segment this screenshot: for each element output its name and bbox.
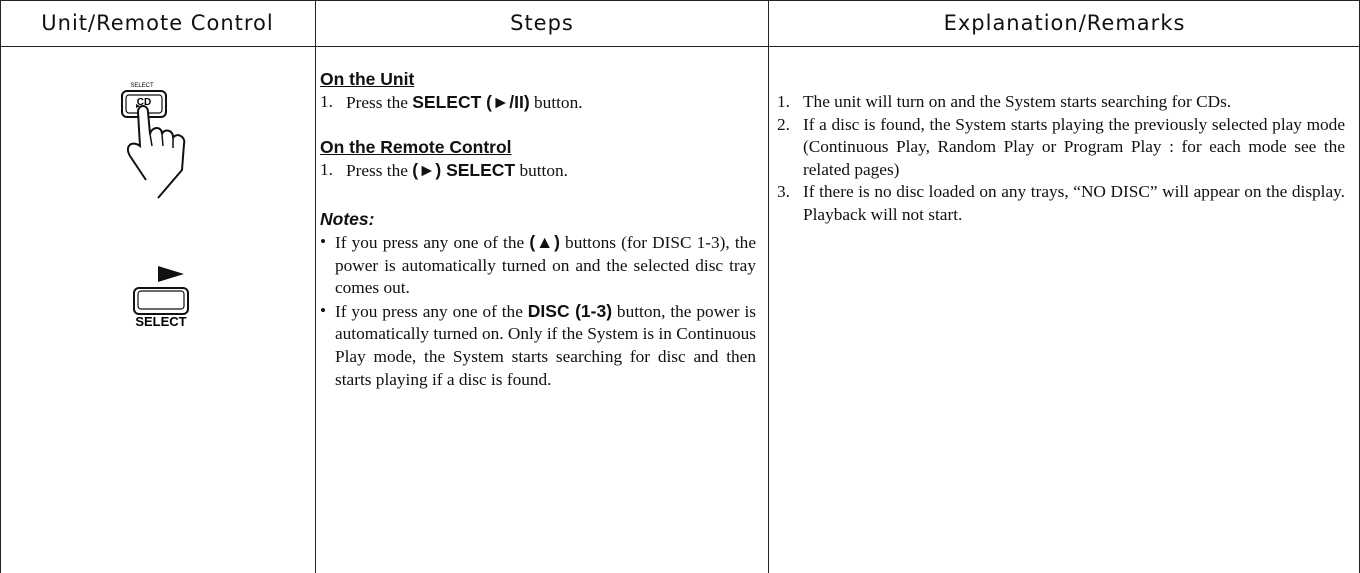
column-header: Unit/Remote Control bbox=[41, 11, 274, 35]
text: button. bbox=[529, 92, 583, 112]
button-name: DISC (1-3) bbox=[527, 300, 613, 321]
column-header: Steps bbox=[510, 11, 574, 35]
text: Press the bbox=[346, 160, 413, 180]
text: button, the power is automatically turne… bbox=[335, 301, 756, 389]
column-divider bbox=[768, 0, 769, 573]
notes-heading: Notes: bbox=[320, 209, 375, 230]
remark-text: The unit will turn on and the System sta… bbox=[803, 92, 1232, 111]
remark-number: 1. bbox=[777, 92, 790, 111]
column-header: Explanation/Remarks bbox=[943, 11, 1186, 35]
hand bbox=[126, 105, 186, 199]
step-number: 1. bbox=[320, 91, 333, 111]
button-name: SELECT (►/II) bbox=[412, 91, 530, 112]
text: Press the bbox=[346, 92, 413, 112]
text: If you press any one of the bbox=[335, 232, 530, 252]
remark: 2. If a disc is found, the System starts … bbox=[777, 114, 1345, 182]
text: button. bbox=[515, 160, 568, 180]
note: If you press any one of the DISC (1-3) b… bbox=[320, 300, 756, 391]
remote-caption: SELECT bbox=[135, 314, 186, 326]
step: 1. Press the SELECT (►/II) button. bbox=[320, 91, 756, 115]
step: 1. Press the (►) SELECT button. bbox=[320, 159, 756, 183]
column-divider bbox=[315, 0, 316, 573]
section-heading: On the Unit bbox=[320, 69, 415, 89]
section-heading: On the Remote Control bbox=[320, 137, 512, 158]
remark-text: If a disc is found, the System starts pl… bbox=[803, 114, 1345, 179]
remark: 1. The unit will turn on and the System s… bbox=[777, 91, 1345, 114]
unit-caption: SELECT bbox=[130, 83, 154, 89]
note: If you press any one of the (▲) buttons … bbox=[320, 231, 756, 300]
header-divider bbox=[0, 46, 1360, 47]
remark-number: 2. bbox=[777, 114, 790, 134]
remarks-column: 1. The unit will turn on and the System s… bbox=[777, 91, 1345, 227]
button-name: (▲) bbox=[529, 231, 560, 252]
remark-text: If there is no disc loaded on any trays,… bbox=[803, 182, 1345, 224]
unit-button-label: CD bbox=[137, 97, 151, 108]
illustrations: SELECT CD SELECT bbox=[121, 83, 189, 326]
remark: 3. If there is no disc loaded on any tray… bbox=[777, 181, 1345, 226]
play-arrow bbox=[158, 266, 184, 282]
text: If you press any one of the bbox=[335, 301, 528, 321]
text: buttons (for DISC 1-3), the power is aut… bbox=[335, 232, 756, 298]
button-name: (►) SELECT bbox=[412, 159, 516, 180]
remote-button bbox=[133, 287, 189, 315]
steps-column: On the Unit 1. Press the SELECT (►/II) bu… bbox=[320, 68, 756, 391]
remark-number: 3. bbox=[777, 182, 790, 202]
step-number: 1. bbox=[320, 159, 333, 179]
